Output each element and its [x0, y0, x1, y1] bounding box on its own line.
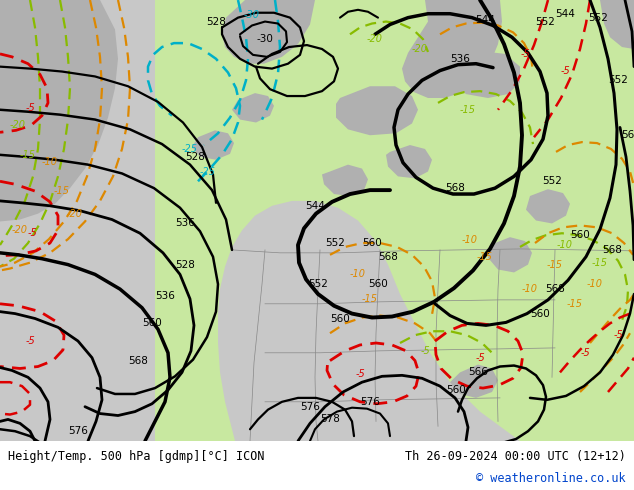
Text: -15: -15: [54, 186, 70, 196]
Text: 536: 536: [450, 54, 470, 64]
Text: -20: -20: [10, 121, 26, 130]
Polygon shape: [318, 0, 634, 176]
Text: -15: -15: [20, 150, 36, 160]
Text: -20: -20: [67, 209, 83, 219]
Text: 552: 552: [308, 279, 328, 289]
Text: -10: -10: [42, 157, 58, 167]
Text: 560: 560: [530, 309, 550, 318]
Polygon shape: [450, 51, 520, 98]
Text: -15: -15: [547, 260, 563, 270]
Text: -5: -5: [355, 369, 365, 379]
Text: -30: -30: [244, 10, 260, 20]
Text: -20: -20: [12, 225, 28, 235]
Text: 536: 536: [155, 291, 175, 301]
Text: 568: 568: [128, 356, 148, 366]
Text: -10: -10: [462, 235, 478, 245]
Text: -5: -5: [580, 348, 590, 358]
Polygon shape: [232, 93, 274, 122]
Text: -25: -25: [182, 144, 198, 154]
Polygon shape: [600, 0, 634, 49]
Text: -15: -15: [362, 294, 378, 304]
Text: -10: -10: [350, 270, 366, 279]
Text: -5: -5: [520, 49, 530, 59]
Text: -15: -15: [477, 252, 493, 262]
Polygon shape: [336, 86, 418, 135]
Text: 528: 528: [175, 260, 195, 270]
Text: -5: -5: [560, 66, 570, 75]
Text: -15: -15: [460, 105, 476, 115]
Text: -5: -5: [475, 353, 485, 363]
Polygon shape: [488, 237, 532, 272]
Text: 576: 576: [300, 402, 320, 412]
Polygon shape: [450, 365, 498, 398]
Text: -25: -25: [200, 167, 216, 176]
Text: 568: 568: [602, 245, 622, 255]
Text: -15: -15: [567, 299, 583, 309]
Text: 544: 544: [555, 9, 575, 19]
Polygon shape: [402, 0, 502, 98]
Text: 568: 568: [445, 183, 465, 193]
Text: -20: -20: [412, 44, 428, 54]
Text: 560: 560: [368, 279, 388, 289]
Text: -5: -5: [27, 228, 37, 238]
Text: 560: 560: [570, 230, 590, 240]
Text: 566: 566: [468, 368, 488, 377]
Text: 578: 578: [320, 415, 340, 424]
Text: -30: -30: [257, 34, 273, 44]
Text: -5: -5: [420, 346, 430, 356]
Text: 552: 552: [588, 13, 608, 23]
Polygon shape: [222, 0, 315, 64]
Text: 528: 528: [185, 152, 205, 162]
Text: 528: 528: [206, 17, 226, 26]
Text: 552: 552: [608, 75, 628, 85]
Text: 560: 560: [142, 318, 162, 328]
Text: -5: -5: [25, 103, 35, 113]
Text: 552: 552: [325, 238, 345, 248]
Text: -10: -10: [557, 240, 573, 250]
Polygon shape: [155, 0, 634, 441]
Text: 560: 560: [362, 238, 382, 248]
Text: -15: -15: [592, 258, 608, 268]
Text: 552: 552: [542, 176, 562, 186]
Polygon shape: [526, 189, 570, 223]
Text: -10: -10: [522, 284, 538, 294]
Text: -20: -20: [367, 34, 383, 44]
Text: Height/Temp. 500 hPa [gdmp][°C] ICON: Height/Temp. 500 hPa [gdmp][°C] ICON: [8, 450, 264, 463]
Text: 568: 568: [545, 284, 565, 294]
Text: 568: 568: [378, 252, 398, 262]
Text: 560: 560: [330, 315, 350, 324]
Text: 544: 544: [475, 15, 495, 24]
Text: Th 26-09-2024 00:00 UTC (12+12): Th 26-09-2024 00:00 UTC (12+12): [405, 450, 626, 463]
Text: 576: 576: [68, 426, 88, 436]
Text: 560: 560: [446, 385, 466, 395]
Polygon shape: [192, 130, 234, 160]
Text: 544: 544: [305, 201, 325, 211]
Text: -5: -5: [25, 336, 35, 346]
Text: 576: 576: [360, 397, 380, 407]
Polygon shape: [0, 0, 118, 221]
Text: -10: -10: [587, 279, 603, 289]
Text: 536: 536: [175, 219, 195, 228]
Text: 552: 552: [535, 17, 555, 26]
Polygon shape: [386, 145, 432, 178]
Text: -5: -5: [613, 330, 623, 340]
Text: 56: 56: [621, 130, 634, 140]
Polygon shape: [322, 165, 368, 196]
Text: © weatheronline.co.uk: © weatheronline.co.uk: [476, 472, 626, 485]
